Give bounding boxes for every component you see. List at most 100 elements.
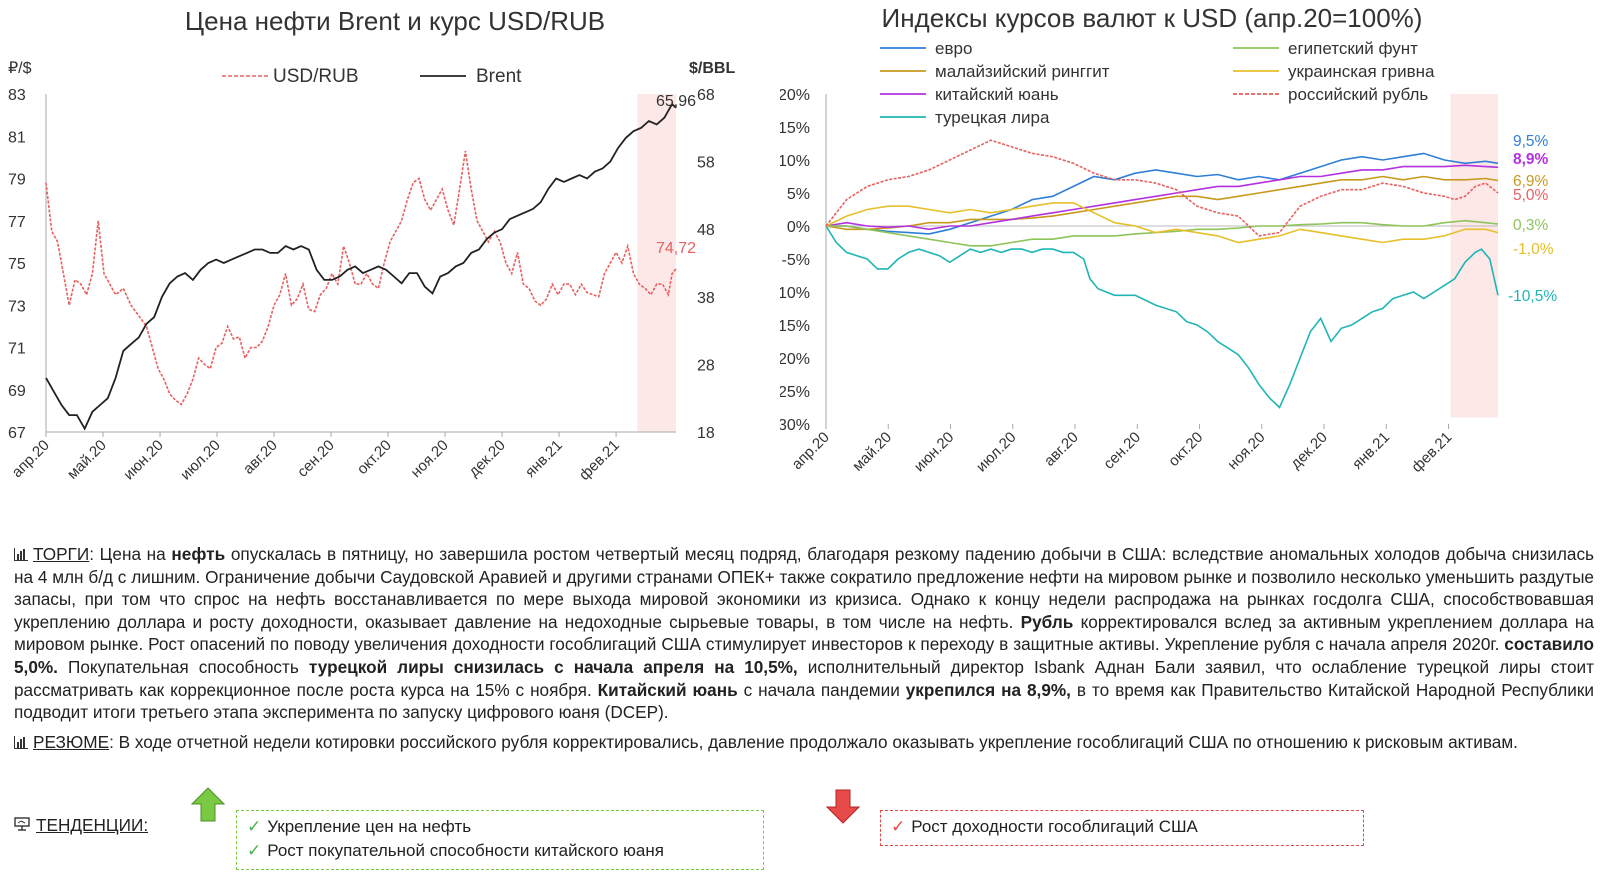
oil-rub-chart: Цена нефти Brent и курс USD/RUB ₽/$ $/BBL 8… xyxy=(8,6,735,484)
y-right-tick-label: 68 xyxy=(697,87,715,104)
torgi-text-segment: в то время как Правительство Китайской Н… xyxy=(14,679,1594,723)
series-end-label: 5,0% xyxy=(1513,187,1549,204)
y-tick-label: -20% xyxy=(780,351,810,368)
y-tick-label: 0% xyxy=(787,219,810,236)
series-end-label: 9,5% xyxy=(1513,133,1549,150)
torgi-highlight: Китайский юань xyxy=(597,679,738,700)
legend-usdrub-label: USD/RUB xyxy=(273,66,359,87)
x-tick-label: дек.20 xyxy=(1287,429,1330,472)
resume-text: : В ходе отчетной недели котировки росси… xyxy=(109,731,1518,752)
legend-label: украинская гривна xyxy=(1288,62,1435,81)
down-arrow-icon xyxy=(826,789,860,824)
legend-brent-label: Brent xyxy=(476,66,522,87)
y-tick-label: -15% xyxy=(780,318,810,335)
y-left-tick-label: 71 xyxy=(8,341,26,358)
legend-label: малайзийский ринггит xyxy=(935,62,1110,81)
resume-paragraph: РЕЗЮМЕ: В ходе отчетной недели котировки… xyxy=(14,731,1594,754)
y-left-tick-label: 77 xyxy=(8,214,26,231)
torgi-text-segment: с начала пандемии xyxy=(737,679,906,700)
y-right-tick-label: 28 xyxy=(697,357,715,374)
currency-index-chart: Индексы курсов валют к USD (апр.20=100%)… xyxy=(780,3,1557,476)
check-icon: ✓ xyxy=(247,817,262,836)
series-line xyxy=(825,225,1499,409)
x-tick-label: май.20 xyxy=(849,429,895,475)
y-right-tick-label: 38 xyxy=(697,290,715,307)
y-tick-label: 10% xyxy=(780,153,810,170)
series-line xyxy=(825,175,1499,231)
y-left-tick-label: 83 xyxy=(8,87,26,104)
x-tick-label: янв.21 xyxy=(522,437,566,481)
series-end-label: -10,5% xyxy=(1508,288,1557,305)
x-tick-label: фев.21 xyxy=(576,437,623,484)
torgi-highlight: укрепился на 8,9%, xyxy=(905,679,1071,700)
legend-label: турецкая лира xyxy=(935,108,1050,127)
trend-down-item: ✓ Рост доходности гособлигаций США xyxy=(891,817,1198,836)
y-tick-label: -10% xyxy=(780,285,810,302)
x-tick-label: авг.20 xyxy=(240,437,281,478)
x-tick-label: июн.20 xyxy=(120,437,167,484)
y-tick-label: 20% xyxy=(780,87,810,104)
report: ТОРГИ: Цена на нефть опускалась в пятниц… xyxy=(14,543,1594,760)
torgi-paragraph: ТОРГИ: Цена на нефть опускалась в пятниц… xyxy=(14,543,1594,724)
usdrub-line xyxy=(45,150,677,406)
y-right-tick-label: 18 xyxy=(697,425,715,442)
y-left-label: ₽/$ xyxy=(8,60,32,77)
x-tick-label: май.20 xyxy=(64,437,110,483)
torgi-text-segment: Покупательная способность xyxy=(57,656,309,677)
y-tick-label: 15% xyxy=(780,120,810,137)
legend-label: китайский юань xyxy=(935,85,1059,104)
brent-line xyxy=(45,102,677,431)
up-arrow-icon xyxy=(191,787,225,822)
x-tick-label: сен.20 xyxy=(1100,429,1144,473)
x-tick-label: фев.21 xyxy=(1408,429,1455,476)
bar-chart-icon xyxy=(14,735,28,749)
torgi-text-segment: опускалась в пятницу, но завершила росто… xyxy=(14,544,1594,632)
torgi-text: : Цена на нефть опускалась в пятницу, но… xyxy=(14,544,1594,722)
negative-trends-box: ✓ Рост доходности гособлигаций США xyxy=(880,810,1364,846)
trends-title: ТЕНДЕНЦИИ: xyxy=(36,815,149,835)
torgi-text-segment: : Цена на xyxy=(89,544,172,564)
series-end-label: 0,3% xyxy=(1513,217,1549,234)
y-left-tick-label: 81 xyxy=(8,129,26,146)
check-icon: ✓ xyxy=(891,817,906,836)
trend-up-item: ✓ Укрепление цен на нефть xyxy=(247,817,472,836)
series-line xyxy=(825,202,1499,244)
legend-label: египетский фунт xyxy=(1288,39,1418,58)
torgi-text-segment: исполнительный директор Isbank Аднан Бал… xyxy=(14,656,1595,700)
y-left-tick-label: 67 xyxy=(8,425,26,442)
torgi-text-segment: корректировался вслед за активным укрепл… xyxy=(14,611,1594,655)
series-line xyxy=(826,152,1499,235)
trend-up-item: ✓ Рост покупательной способности китайско… xyxy=(247,841,664,860)
x-tick-label: апр.20 xyxy=(9,437,53,481)
legend-label: евро xyxy=(935,39,972,58)
y-left-tick-label: 75 xyxy=(8,256,26,273)
series-end-label: -1,0% xyxy=(1513,241,1554,258)
shaded-region xyxy=(637,94,676,432)
x-tick-label: ноя.20 xyxy=(1224,429,1268,473)
y-right-tick-label: 58 xyxy=(697,155,715,172)
y-right-tick-label: 48 xyxy=(697,222,715,239)
y-left-tick-label: 79 xyxy=(8,172,26,189)
series-line xyxy=(826,219,1499,247)
series-end-label: 6,9% xyxy=(1513,173,1549,190)
usdrub-end-label: 74,72 xyxy=(656,240,696,257)
y-tick-label: -5% xyxy=(782,252,810,269)
x-tick-label: янв.21 xyxy=(1349,429,1393,473)
series-line xyxy=(825,139,1499,237)
y-tick-label: 5% xyxy=(787,186,810,203)
x-tick-label: апр.20 xyxy=(789,429,833,473)
x-tick-label: июн.20 xyxy=(911,429,958,476)
legend-label: российский рубль xyxy=(1288,85,1428,104)
torgi-title: ТОРГИ xyxy=(33,544,90,564)
positive-trends-box: ✓ Укрепление цен на нефть ✓ Рост покупател… xyxy=(236,810,764,870)
x-tick-label: окт.20 xyxy=(1165,429,1206,470)
x-tick-label: июл.20 xyxy=(973,429,1020,476)
y-left-tick-label: 69 xyxy=(8,383,26,400)
torgi-highlight: Рубль xyxy=(1020,611,1074,632)
torgi-highlight: составило 5,0%. xyxy=(14,634,1594,677)
series-line xyxy=(825,164,1499,231)
bar-chart-icon xyxy=(14,548,28,561)
x-tick-label: окт.20 xyxy=(354,437,395,478)
shaded-region xyxy=(1450,94,1498,418)
x-tick-label: июл.20 xyxy=(177,437,224,484)
